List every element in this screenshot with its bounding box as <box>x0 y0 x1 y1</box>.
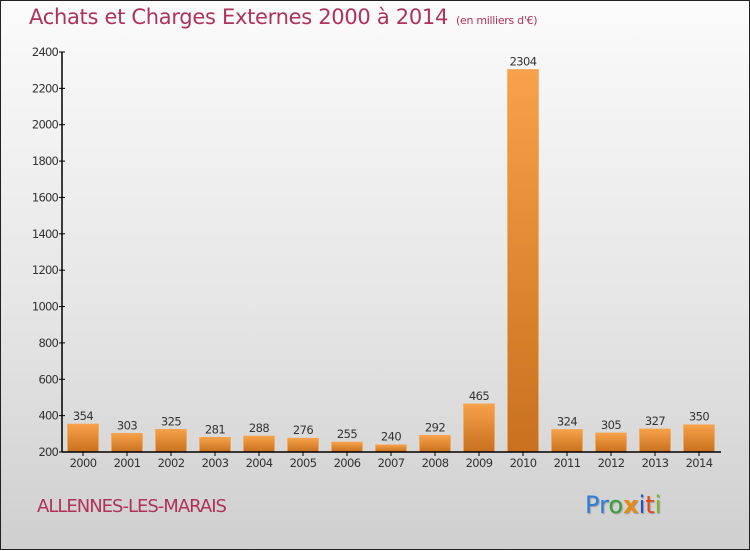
data-label: 327 <box>645 414 665 428</box>
x-axis: 2000 2001 2002 2003 2004 2005 2006 2007 2008 2009… <box>62 451 721 470</box>
y-tick-label: 800 <box>38 336 58 350</box>
bar <box>155 428 187 453</box>
y-tick-label: 2400 <box>32 45 59 59</box>
x-tick-label: 2006 <box>334 456 361 470</box>
y-tick-label: 2200 <box>32 81 59 95</box>
bar <box>199 436 231 453</box>
x-tick-label: 2009 <box>466 456 493 470</box>
data-label: 2304 <box>510 54 537 68</box>
data-label: 255 <box>337 427 357 441</box>
x-tick-label: 2004 <box>246 456 273 470</box>
title-text: Achats et Charges Externes 2000 à 2014 <box>29 5 449 29</box>
data-label: 305 <box>601 418 621 432</box>
x-tick-label: 2013 <box>642 456 669 470</box>
bar <box>67 423 99 453</box>
data-label: 350 <box>689 410 709 424</box>
bar <box>595 432 627 453</box>
logo-letter: o <box>608 491 624 519</box>
data-label: 281 <box>205 422 225 436</box>
chart-subtitle: (en milliers d'€) <box>456 14 538 27</box>
bar <box>243 435 275 453</box>
y-tick-label: 600 <box>38 372 58 386</box>
bar <box>331 441 363 453</box>
city-name: ALLENNES-LES-MARAIS <box>37 496 227 517</box>
proxiti-logo[interactable]: Proxiti <box>585 491 661 519</box>
x-tick-label: 2001 <box>114 456 141 470</box>
y-tick-label: 1600 <box>32 190 59 204</box>
bar <box>683 424 715 453</box>
logo-letter: x <box>623 491 639 519</box>
x-tick-label: 2003 <box>202 456 229 470</box>
y-tick-label: 1800 <box>32 154 59 168</box>
x-tick-label: 2002 <box>158 456 185 470</box>
bars: 354 303 325 281 288 276 255 240 292 465 2304 324 305… <box>67 54 715 453</box>
logo-letter: t <box>645 491 655 519</box>
y-axis: 200 400 600 800 1000 1200 1400 1600 1800 2000 2200… <box>32 45 65 459</box>
bar <box>639 428 671 453</box>
data-label: 465 <box>469 389 489 403</box>
bar <box>551 429 583 453</box>
x-tick-label: 2000 <box>70 456 97 470</box>
x-tick-label: 2010 <box>510 456 537 470</box>
data-label: 292 <box>425 420 445 434</box>
bar <box>507 69 539 453</box>
bar <box>419 434 451 453</box>
y-tick-label: 1400 <box>32 227 59 241</box>
x-tick-label: 2007 <box>378 456 405 470</box>
x-tick-label: 2014 <box>686 456 713 470</box>
data-label: 240 <box>381 430 401 444</box>
y-tick-label: 2000 <box>32 118 59 132</box>
data-label: 288 <box>249 421 269 435</box>
data-label: 276 <box>293 423 313 437</box>
x-tick-label: 2012 <box>598 456 625 470</box>
x-tick-label: 2005 <box>290 456 317 470</box>
bar <box>111 432 143 453</box>
chart-title: Achats et Charges Externes 2000 à 2014 (e… <box>29 5 538 29</box>
y-tick-label: 400 <box>38 409 58 423</box>
data-label: 354 <box>73 409 93 423</box>
bar <box>463 403 495 453</box>
y-tick-label: 1200 <box>32 263 59 277</box>
logo-letter: r <box>599 491 609 519</box>
logo-letter: i <box>654 491 662 519</box>
data-label: 325 <box>161 414 181 428</box>
logo-letter: i <box>638 491 646 519</box>
logo-letter: P <box>585 491 600 519</box>
y-tick-label: 200 <box>38 445 58 459</box>
data-label: 324 <box>557 414 577 428</box>
data-label: 303 <box>117 418 137 432</box>
y-tick-label: 1000 <box>32 300 59 314</box>
x-tick-label: 2008 <box>422 456 449 470</box>
bar <box>287 437 319 453</box>
bar <box>375 444 407 453</box>
x-tick-label: 2011 <box>554 456 581 470</box>
